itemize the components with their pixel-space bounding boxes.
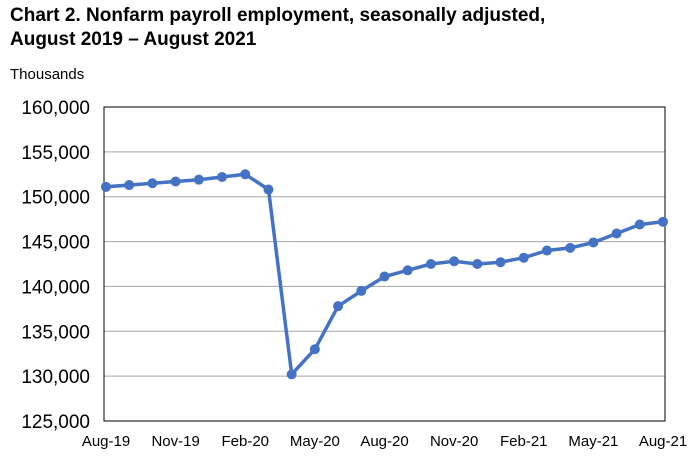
title-line-1: Chart 2. Nonfarm payroll employment, sea…	[10, 5, 546, 26]
y-axis-unit-label: Thousands	[10, 66, 85, 83]
data-point	[193, 174, 204, 185]
y-tick-label: 155,000	[21, 143, 90, 164]
data-point	[147, 178, 158, 189]
data-point	[611, 228, 622, 239]
plot-area-border	[103, 106, 666, 422]
x-tick-label: Feb-21	[500, 433, 548, 450]
data-point	[449, 256, 460, 267]
y-tick-label: 125,000	[21, 412, 90, 433]
y-tick-label: 135,000	[21, 322, 90, 343]
data-point	[217, 171, 228, 182]
title-line-2: August 2019 – August 2021	[10, 29, 257, 50]
y-tick-label: 145,000	[21, 233, 90, 254]
data-point	[402, 265, 413, 276]
x-tick-label: Aug-20	[360, 433, 408, 450]
data-point	[425, 259, 436, 269]
data-point	[658, 216, 668, 227]
data-point	[634, 219, 645, 230]
x-tick-label: May-21	[568, 433, 618, 450]
x-tick-label: Aug-21	[639, 433, 687, 450]
data-point	[240, 169, 251, 180]
data-point	[286, 369, 297, 380]
data-point	[263, 184, 274, 195]
y-tick-label: 140,000	[21, 277, 90, 298]
data-point	[588, 237, 599, 248]
data-point	[124, 180, 135, 191]
data-point	[518, 252, 529, 263]
x-tick-label: May-20	[290, 433, 340, 450]
data-point	[541, 245, 552, 256]
x-tick-label: Feb-20	[221, 433, 269, 450]
data-point	[565, 242, 576, 253]
data-point	[170, 176, 181, 187]
data-point	[309, 344, 320, 355]
y-tick-label: 130,000	[21, 367, 90, 388]
y-tick-label: 160,000	[21, 98, 90, 119]
data-point	[472, 259, 483, 269]
x-tick-label: Nov-19	[151, 433, 199, 450]
data-point	[333, 301, 344, 312]
data-point	[379, 271, 390, 282]
data-point	[101, 181, 111, 192]
x-tick-label: Nov-20	[430, 433, 478, 450]
chart-title: Chart 2. Nonfarm payroll employment, sea…	[10, 4, 545, 52]
data-point	[495, 257, 506, 268]
x-tick-label: Aug-19	[82, 433, 130, 450]
y-tick-label: 150,000	[21, 188, 90, 209]
data-point	[356, 285, 367, 296]
